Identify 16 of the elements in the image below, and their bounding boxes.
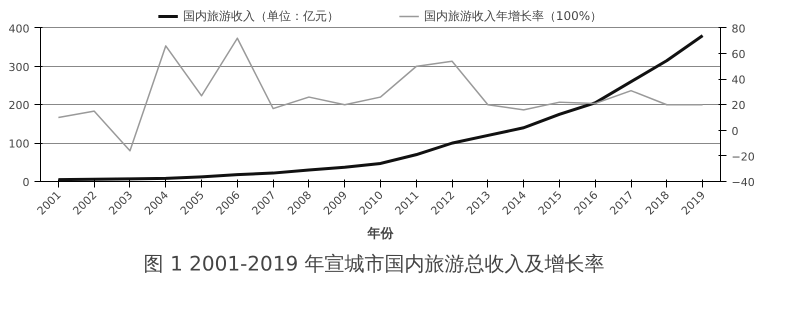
y2-tick-label: −40	[732, 176, 755, 189]
legend-label: 国内旅游收入（单位：亿元）	[182, 8, 339, 24]
y-tick-label: 100	[8, 138, 30, 151]
y-tick-label: 300	[8, 60, 30, 74]
legend-label: 国内旅游收入年增长率（100%）	[424, 8, 602, 24]
y2-tick-label: 20	[732, 99, 746, 112]
y2-tick-label: 60	[732, 48, 746, 62]
y-tick-label: 400	[8, 22, 30, 36]
y2-tick-label: 0	[732, 124, 738, 138]
x-axis-title: 年份	[366, 226, 394, 242]
y2-tick-label: 40	[732, 74, 746, 87]
y2-tick-label: −20	[732, 150, 755, 164]
y-tick-label: 0	[22, 176, 30, 189]
text: 图 1 2001-2019 年宣城市国内旅游总收入及增长率	[144, 252, 605, 276]
y-tick-label: 200	[8, 99, 30, 112]
y2-tick-label: 80	[732, 22, 746, 36]
